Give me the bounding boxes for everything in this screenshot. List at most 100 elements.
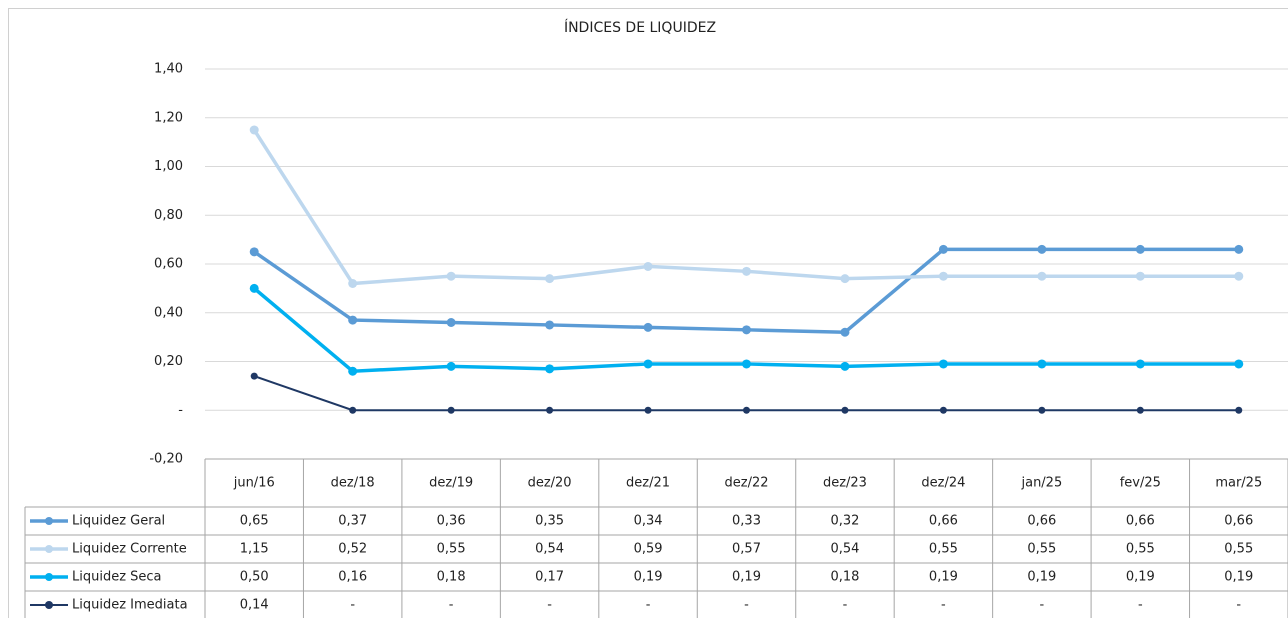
x-tick-label: mar/25 <box>1215 476 1262 491</box>
table-value: 0,55 <box>1027 542 1056 557</box>
series-marker <box>1136 359 1145 368</box>
table-value: 0,54 <box>830 542 859 557</box>
series-marker <box>348 367 357 376</box>
table-value: - <box>1236 598 1241 613</box>
table-value: 0,55 <box>1224 542 1253 557</box>
series-marker <box>742 267 751 276</box>
y-tick-label: 1,40 <box>154 62 183 77</box>
y-tick-label: 0,20 <box>154 354 183 369</box>
y-tick-label: 1,00 <box>154 159 183 174</box>
table-value: 0,19 <box>1224 570 1253 585</box>
series-marker <box>840 328 849 337</box>
series-marker <box>644 323 653 332</box>
series-marker <box>250 284 259 293</box>
table-value: 0,54 <box>535 542 564 557</box>
x-tick-label: dez/23 <box>823 476 867 491</box>
series-marker <box>349 407 356 414</box>
series-marker <box>1037 272 1046 281</box>
table-value: 0,37 <box>338 514 367 529</box>
table-value: 1,15 <box>240 542 269 557</box>
series-marker <box>939 272 948 281</box>
x-tick-label: dez/19 <box>429 476 473 491</box>
y-tick-label: 0,40 <box>154 305 183 320</box>
table-value: - <box>744 598 749 613</box>
series-marker <box>447 362 456 371</box>
y-tick-label: 1,20 <box>154 110 183 125</box>
table-value: 0,19 <box>634 570 663 585</box>
series-marker <box>1234 359 1243 368</box>
table-value: 0,19 <box>1027 570 1056 585</box>
y-tick-label: 0,60 <box>154 257 183 272</box>
series-marker <box>840 362 849 371</box>
series-marker <box>743 407 750 414</box>
table-value: - <box>547 598 552 613</box>
table-value: - <box>350 598 355 613</box>
series-line <box>254 249 1239 332</box>
table-value: 0,16 <box>338 570 367 585</box>
table-value: 0,18 <box>830 570 859 585</box>
x-tick-label: jan/25 <box>1020 476 1062 491</box>
table-value: 0,66 <box>1027 514 1056 529</box>
series-marker <box>939 245 948 254</box>
legend-label: Liquidez Imediata <box>72 598 188 613</box>
legend-marker <box>45 545 53 553</box>
table-value: 0,33 <box>732 514 761 529</box>
legend-marker <box>45 601 53 609</box>
chart-title: ÍNDICES DE LIQUIDEZ <box>564 19 716 36</box>
table-value: - <box>1138 598 1143 613</box>
series-line <box>254 130 1239 284</box>
series-marker <box>250 125 259 134</box>
table-value: 0,18 <box>437 570 466 585</box>
table-value: 0,55 <box>437 542 466 557</box>
table-value: 0,65 <box>240 514 269 529</box>
table-value: - <box>449 598 454 613</box>
series-marker <box>1037 245 1046 254</box>
series-marker <box>546 407 553 414</box>
series-marker <box>1038 407 1045 414</box>
x-tick-label: dez/20 <box>528 476 572 491</box>
table-value: 0,36 <box>437 514 466 529</box>
x-tick-label: jun/16 <box>233 476 275 491</box>
table-value: 0,66 <box>1224 514 1253 529</box>
series-marker <box>644 359 653 368</box>
series-marker <box>645 407 652 414</box>
legend-marker <box>45 517 53 525</box>
series-marker <box>251 373 258 380</box>
series-marker <box>545 274 554 283</box>
series-marker <box>545 320 554 329</box>
y-tick-label: 0,80 <box>154 208 183 223</box>
series-marker <box>742 359 751 368</box>
series-marker <box>1234 272 1243 281</box>
legend-label: Liquidez Corrente <box>72 542 187 557</box>
table-value: - <box>941 598 946 613</box>
x-tick-label: dez/24 <box>921 476 965 491</box>
table-value: - <box>1040 598 1045 613</box>
table-value: 0,14 <box>240 598 269 613</box>
series-marker <box>940 407 947 414</box>
table-value: 0,57 <box>732 542 761 557</box>
table-value: 0,66 <box>929 514 958 529</box>
table-value: 0,50 <box>240 570 269 585</box>
series-marker <box>1234 245 1243 254</box>
x-tick-label: dez/18 <box>331 476 375 491</box>
series-marker <box>448 407 455 414</box>
table-value: 0,55 <box>929 542 958 557</box>
series-marker <box>644 262 653 271</box>
series-marker <box>447 318 456 327</box>
x-tick-label: dez/21 <box>626 476 670 491</box>
series-marker <box>250 247 259 256</box>
series-line <box>254 376 1239 410</box>
series-marker <box>1136 272 1145 281</box>
series-marker <box>348 279 357 288</box>
legend-label: Liquidez Seca <box>72 570 162 585</box>
y-tick-label: - <box>178 403 183 418</box>
table-value: - <box>843 598 848 613</box>
table-value: - <box>646 598 651 613</box>
x-tick-label: dez/22 <box>725 476 769 491</box>
series-marker <box>840 274 849 283</box>
table-value: 0,59 <box>634 542 663 557</box>
series-marker <box>1137 407 1144 414</box>
table-value: 0,32 <box>830 514 859 529</box>
table-value: 0,55 <box>1126 542 1155 557</box>
